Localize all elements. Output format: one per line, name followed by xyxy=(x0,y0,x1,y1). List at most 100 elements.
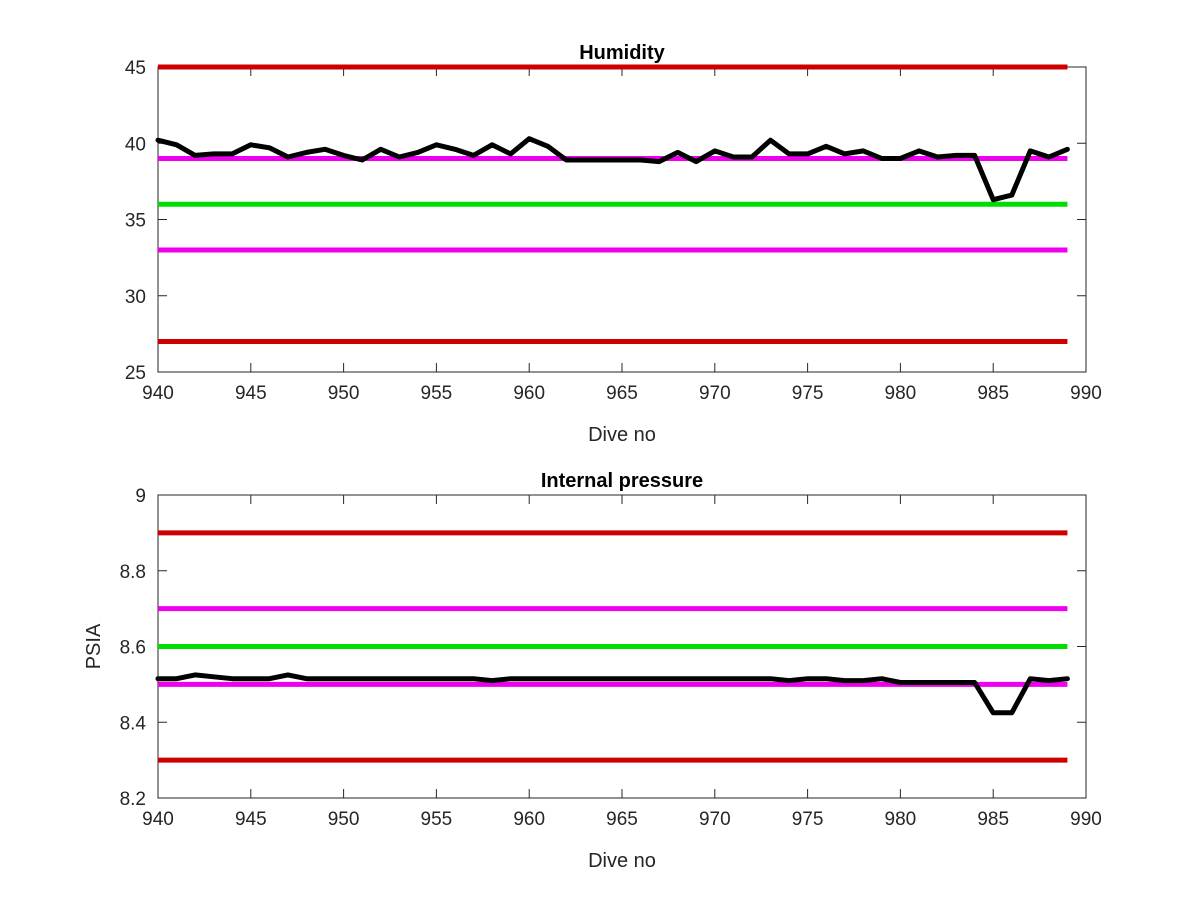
data-point xyxy=(1066,148,1068,150)
data-point xyxy=(695,161,697,163)
data-point xyxy=(510,153,512,155)
x-tick-label: 960 xyxy=(513,809,545,830)
x-tick-label: 970 xyxy=(699,383,731,404)
data-point xyxy=(194,674,196,676)
data-point xyxy=(695,678,697,680)
x-tick-label: 955 xyxy=(421,383,453,404)
data-point xyxy=(732,678,734,680)
x-tick-label: 940 xyxy=(142,809,174,830)
data-point xyxy=(380,678,382,680)
data-point xyxy=(1029,150,1031,152)
data-point xyxy=(528,138,530,140)
chart-title: Internal pressure xyxy=(541,470,703,492)
x-tick-label: 950 xyxy=(328,383,360,404)
data-point xyxy=(435,678,437,680)
data-point xyxy=(194,154,196,156)
data-point xyxy=(268,678,270,680)
y-tick-label: 8.6 xyxy=(120,638,146,659)
data-point xyxy=(992,712,994,714)
data-point xyxy=(473,154,474,156)
data-point xyxy=(213,676,215,678)
data-point xyxy=(584,159,586,161)
y-tick-label: 8.4 xyxy=(120,713,147,734)
data-point xyxy=(677,151,679,153)
data-point xyxy=(881,678,883,680)
data-point xyxy=(361,678,363,680)
data-point xyxy=(621,678,623,680)
data-point xyxy=(547,678,549,680)
data-point xyxy=(398,156,400,158)
data-point xyxy=(306,678,307,680)
data-point xyxy=(510,678,512,680)
data-point xyxy=(807,153,809,155)
data-point xyxy=(658,678,660,680)
data-point xyxy=(528,678,530,680)
chart-title: Humidity xyxy=(579,42,665,64)
data-point xyxy=(974,154,976,156)
data-point xyxy=(974,682,976,683)
data-point xyxy=(213,153,215,155)
data-point xyxy=(602,159,604,161)
x-tick-label: 945 xyxy=(235,809,267,830)
x-tick-label: 945 xyxy=(235,383,267,404)
data-point xyxy=(918,682,920,683)
x-tick-label: 990 xyxy=(1070,383,1102,404)
data-point xyxy=(788,680,790,682)
data-point xyxy=(1048,680,1050,682)
data-point xyxy=(751,156,753,158)
data-point xyxy=(324,148,326,150)
data-point xyxy=(862,150,864,152)
data-point xyxy=(547,145,549,147)
x-axis-label: Dive no xyxy=(588,424,656,446)
x-tick-label: 975 xyxy=(792,383,824,404)
data-point xyxy=(380,148,382,150)
x-tick-label: 940 xyxy=(142,383,174,404)
x-tick-label: 985 xyxy=(977,809,1009,830)
y-tick-label: 9 xyxy=(135,486,146,507)
data-point xyxy=(306,151,307,153)
data-point xyxy=(343,154,345,156)
data-point xyxy=(584,678,586,680)
data-point xyxy=(491,144,493,146)
y-tick-label: 45 xyxy=(125,58,146,79)
data-point xyxy=(435,144,437,146)
data-point xyxy=(176,144,178,146)
data-point xyxy=(157,678,159,680)
data-point xyxy=(454,148,456,150)
data-point xyxy=(231,678,233,680)
x-tick-label: 970 xyxy=(699,809,731,830)
x-tick-label: 965 xyxy=(606,383,638,404)
data-point xyxy=(268,147,270,149)
data-point xyxy=(343,678,345,680)
data-point xyxy=(770,139,771,141)
data-point xyxy=(287,156,289,158)
y-tick-label: 25 xyxy=(125,363,146,384)
y-tick-label: 40 xyxy=(125,134,146,155)
data-point xyxy=(918,150,920,152)
data-point xyxy=(157,139,159,141)
data-point xyxy=(621,159,623,161)
x-tick-label: 960 xyxy=(513,383,545,404)
data-point xyxy=(1011,712,1013,714)
data-point xyxy=(398,678,400,680)
data-point xyxy=(1066,678,1068,680)
data-point xyxy=(491,680,493,682)
data-point xyxy=(788,153,790,155)
x-tick-label: 965 xyxy=(606,809,638,830)
data-point xyxy=(899,682,901,683)
y-tick-label: 35 xyxy=(125,211,146,232)
x-tick-label: 985 xyxy=(977,383,1009,404)
data-point xyxy=(565,159,567,161)
data-point xyxy=(881,158,883,159)
x-tick-label: 990 xyxy=(1070,809,1102,830)
data-point xyxy=(176,678,178,680)
data-point xyxy=(231,153,233,155)
data-point xyxy=(770,678,771,680)
data-point xyxy=(602,678,604,680)
x-tick-label: 980 xyxy=(885,809,917,830)
data-point xyxy=(1029,678,1031,680)
data-point xyxy=(714,678,716,680)
x-tick-label: 955 xyxy=(421,809,453,830)
